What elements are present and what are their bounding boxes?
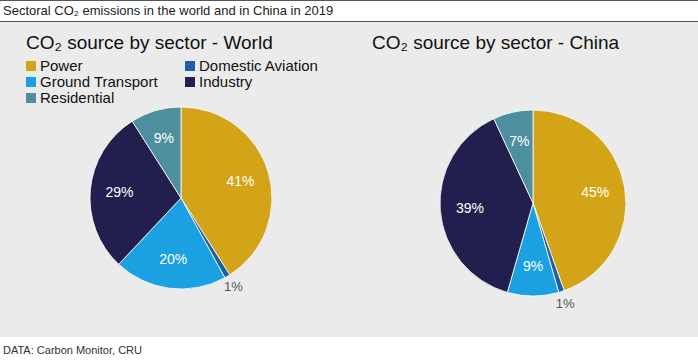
data-label: 9%: [523, 258, 543, 274]
source-note: DATA: Carbon Monitor, CRU: [3, 344, 142, 356]
chart-root: Sectoral CO₂ emissions in the world and …: [0, 0, 698, 361]
legend-label: Industry: [199, 73, 253, 90]
legend-label: Power: [40, 57, 83, 74]
legend-swatch: [26, 93, 36, 103]
panel-background: [0, 22, 698, 337]
data-label: 39%: [456, 200, 484, 216]
pie: 41% 1% 20% 29% 9%: [90, 107, 272, 294]
legend-swatch: [185, 61, 195, 71]
legend-swatch: [185, 77, 195, 87]
data-label: 29%: [105, 184, 133, 200]
pie-chart: CO₂ source by sector - China 45% 1% 9% 39% 7%: [372, 32, 626, 311]
pie-slice: [90, 121, 181, 264]
data-label: 45%: [581, 184, 609, 200]
legend-label: Residential: [40, 89, 114, 106]
title-rule: [0, 21, 698, 22]
pie-slice: [440, 119, 533, 293]
data-label: 41%: [226, 173, 254, 189]
chart-title: CO₂ source by sector - China: [372, 32, 620, 53]
legend-swatch: [26, 61, 36, 71]
pie-slice: [494, 110, 533, 203]
legend-label: Ground Transport: [40, 73, 158, 90]
legend-label: Domestic Aviation: [199, 57, 318, 74]
data-label: 1%: [556, 296, 575, 311]
data-label: 9%: [154, 130, 174, 146]
pie-chart: CO₂ source by sector - World Power Domesti…: [26, 32, 318, 294]
data-label: 1%: [224, 279, 243, 294]
pie: 45% 1% 9% 39% 7%: [440, 110, 626, 311]
figure-title: Sectoral CO₂ emissions in the world and …: [3, 3, 333, 18]
data-label: 20%: [159, 251, 187, 267]
chart-title: CO₂ source by sector - World: [26, 32, 273, 53]
top-rule: [0, 0, 698, 1]
pie-slice: [132, 107, 181, 198]
data-label: 7%: [509, 133, 529, 149]
legend: Power Domestic Aviation Ground Transport In…: [26, 57, 318, 106]
legend-swatch: [26, 77, 36, 87]
